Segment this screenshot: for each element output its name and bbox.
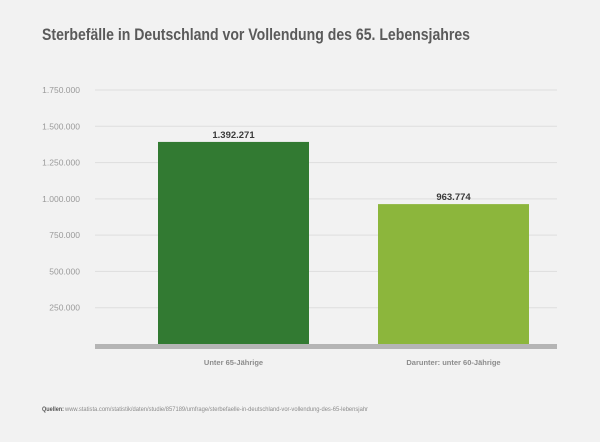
- x-category-label: Darunter: unter 60-Jährige: [406, 358, 500, 367]
- bar-value-labels: 1.392.271 963.774: [212, 130, 471, 203]
- bar-value-label: 1.392.271: [212, 130, 255, 141]
- x-axis-baseline: [95, 344, 557, 349]
- source-label: Quellen:: [42, 407, 64, 413]
- y-tick-label: 750.000: [49, 230, 80, 240]
- y-tick-label: 1.500.000: [42, 121, 80, 131]
- chart-title: Sterbefälle in Deutschland vor Vollendun…: [42, 25, 470, 44]
- y-axis-tick-labels: 250.000 500.000 750.000 1.000.000 1.250.000 1…: [42, 85, 80, 313]
- y-tick-label: 1.250.000: [42, 158, 80, 168]
- bar: [158, 141, 309, 344]
- bars: [158, 141, 529, 344]
- bar-value-label: 963.774: [436, 192, 471, 203]
- y-tick-label: 1.000.000: [42, 194, 80, 204]
- bar: [378, 204, 529, 344]
- x-category-label: Unter 65-Jährige: [204, 358, 263, 367]
- y-tick-label: 1.750.000: [42, 85, 80, 95]
- y-tick-label: 500.000: [49, 266, 80, 276]
- source-url: www.statista.com/statistik/daten/studie/…: [64, 407, 368, 413]
- y-tick-label: 250.000: [49, 303, 80, 313]
- x-axis-category-labels: Unter 65-Jährige Darunter: unter 60-Jähri…: [204, 358, 501, 367]
